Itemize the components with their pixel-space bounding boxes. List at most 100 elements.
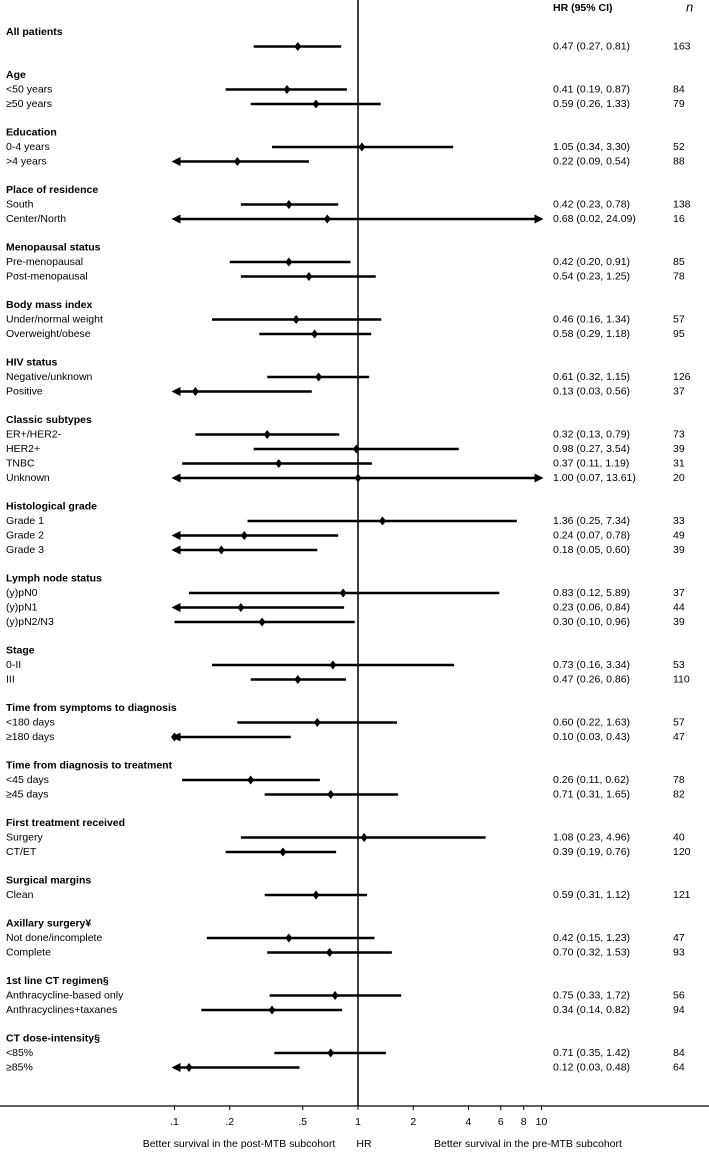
hr-ci-label: 0.26 (0.11, 0.62) bbox=[553, 774, 629, 786]
n-label: 163 bbox=[673, 40, 691, 52]
hr-ci-label: 1.36 (0.25, 7.34) bbox=[553, 515, 630, 527]
row-label: Under/normal weight bbox=[6, 313, 103, 325]
n-label: 52 bbox=[673, 141, 685, 153]
n-label: 95 bbox=[673, 328, 685, 340]
n-label: 78 bbox=[673, 774, 685, 786]
hr-point bbox=[354, 473, 362, 483]
x-tick-label: 10 bbox=[536, 1116, 548, 1128]
group-title: Lymph node status bbox=[6, 572, 102, 584]
row-label: <50 years bbox=[6, 83, 52, 95]
n-label: 47 bbox=[673, 932, 685, 944]
hr-ci-label: 0.32 (0.13, 0.79) bbox=[553, 428, 630, 440]
hr-ci-label: 0.18 (0.05, 0.60) bbox=[553, 544, 630, 556]
row-label: Unknown bbox=[6, 472, 50, 484]
row-label: HER2+ bbox=[6, 443, 40, 455]
x-label-center: HR bbox=[356, 1138, 372, 1150]
row-label: >4 years bbox=[6, 155, 47, 167]
row-label: Anthracycline-based only bbox=[6, 989, 124, 1001]
hr-ci-label: 0.12 (0.03, 0.48) bbox=[553, 1061, 630, 1073]
hr-point bbox=[275, 459, 283, 468]
x-tick-label: 2 bbox=[410, 1116, 416, 1128]
hr-point bbox=[360, 833, 368, 842]
n-label: 138 bbox=[673, 198, 691, 210]
hr-point bbox=[279, 847, 287, 857]
n-label: 31 bbox=[673, 457, 685, 469]
n-label: 20 bbox=[673, 472, 685, 484]
hr-point bbox=[329, 660, 337, 670]
row-label: (y)pN2/N3 bbox=[6, 616, 54, 628]
row-label: Surgery bbox=[6, 831, 44, 843]
hr-point bbox=[305, 272, 313, 281]
row-label: 0-4 years bbox=[6, 141, 50, 153]
hr-point bbox=[331, 991, 339, 1000]
n-label: 39 bbox=[673, 443, 685, 455]
ci-arrow bbox=[171, 473, 181, 483]
n-label: 37 bbox=[673, 587, 685, 599]
hr-ci-label: 0.47 (0.27, 0.81) bbox=[553, 40, 630, 52]
row-label: <85% bbox=[6, 1047, 33, 1059]
n-label: 93 bbox=[673, 946, 685, 958]
hr-ci-label: 0.60 (0.22, 1.63) bbox=[553, 716, 630, 728]
hr-ci-label: 0.68 (0.02, 24.09) bbox=[553, 213, 636, 225]
hr-point bbox=[294, 675, 302, 684]
n-label: 84 bbox=[673, 1047, 685, 1059]
ci-arrow bbox=[171, 603, 181, 612]
x-tick-label: 6 bbox=[498, 1116, 504, 1128]
hr-point bbox=[285, 933, 293, 943]
hr-ci-label: 0.73 (0.16, 3.34) bbox=[553, 659, 630, 671]
hr-point bbox=[311, 329, 319, 339]
row-label: ≥180 days bbox=[6, 731, 54, 743]
ci-arrow bbox=[534, 473, 544, 483]
n-label: 37 bbox=[673, 385, 685, 397]
hr-point bbox=[258, 617, 266, 627]
n-label: 39 bbox=[673, 616, 685, 628]
hr-ci-label: 0.59 (0.31, 1.12) bbox=[553, 889, 630, 901]
hr-point bbox=[352, 444, 360, 454]
row-label: CT/ET bbox=[6, 846, 37, 858]
group-title: First treatment received bbox=[6, 817, 125, 829]
group-title: Classic subtypes bbox=[6, 414, 92, 426]
n-label: 88 bbox=[673, 155, 685, 167]
hr-ci-label: 0.39 (0.19, 0.76) bbox=[553, 846, 630, 858]
row-label: III bbox=[6, 673, 15, 685]
row-label: Grade 3 bbox=[6, 544, 44, 556]
hr-point bbox=[171, 732, 178, 742]
n-label: 73 bbox=[673, 428, 685, 440]
hr-ci-label: 0.71 (0.35, 1.42) bbox=[553, 1047, 630, 1059]
group-title: Menopausal status bbox=[6, 241, 101, 253]
hr-ci-label: 0.59 (0.26, 1.33) bbox=[553, 98, 630, 110]
ci-arrow bbox=[171, 1063, 181, 1072]
row-label: ≥50 years bbox=[6, 98, 52, 110]
row-label: <45 days bbox=[6, 774, 49, 786]
n-label: 64 bbox=[673, 1061, 685, 1073]
hr-point bbox=[191, 387, 199, 396]
hr-point bbox=[327, 790, 335, 799]
hr-ci-label: 0.75 (0.33, 1.72) bbox=[553, 989, 630, 1001]
row-label: Overweight/obese bbox=[6, 328, 91, 340]
group-title: Education bbox=[6, 126, 57, 138]
row-label: Not done/incomplete bbox=[6, 932, 102, 944]
x-tick-label: .1 bbox=[170, 1116, 179, 1128]
hr-point bbox=[358, 142, 366, 152]
ci-arrow bbox=[171, 545, 181, 555]
x-tick-label: .5 bbox=[298, 1116, 307, 1128]
ci-arrow bbox=[534, 214, 544, 224]
group-title: Time from symptoms to diagnosis bbox=[6, 702, 177, 714]
hr-ci-label: 0.24 (0.07, 0.78) bbox=[553, 529, 630, 541]
group-title: CT dose-intensity§ bbox=[6, 1032, 100, 1044]
group-title: Age bbox=[6, 69, 26, 81]
group-title: Surgical margins bbox=[6, 874, 91, 886]
hr-ci-label: 0.23 (0.06, 0.84) bbox=[553, 601, 630, 613]
row-label: (y)pN1 bbox=[6, 601, 38, 613]
hr-point bbox=[285, 257, 293, 267]
n-label: 85 bbox=[673, 256, 685, 268]
hr-point bbox=[268, 1005, 276, 1015]
hr-ci-label: 0.70 (0.32, 1.53) bbox=[553, 946, 630, 958]
group-title: Axillary surgery¥ bbox=[6, 917, 91, 929]
group-title: All patients bbox=[6, 26, 63, 38]
hr-ci-label: 1.05 (0.34, 3.30) bbox=[553, 141, 630, 153]
hr-ci-label: 0.58 (0.29, 1.18) bbox=[553, 328, 630, 340]
hr-ci-label: 1.08 (0.23, 4.96) bbox=[553, 831, 630, 843]
n-label: 57 bbox=[673, 716, 685, 728]
